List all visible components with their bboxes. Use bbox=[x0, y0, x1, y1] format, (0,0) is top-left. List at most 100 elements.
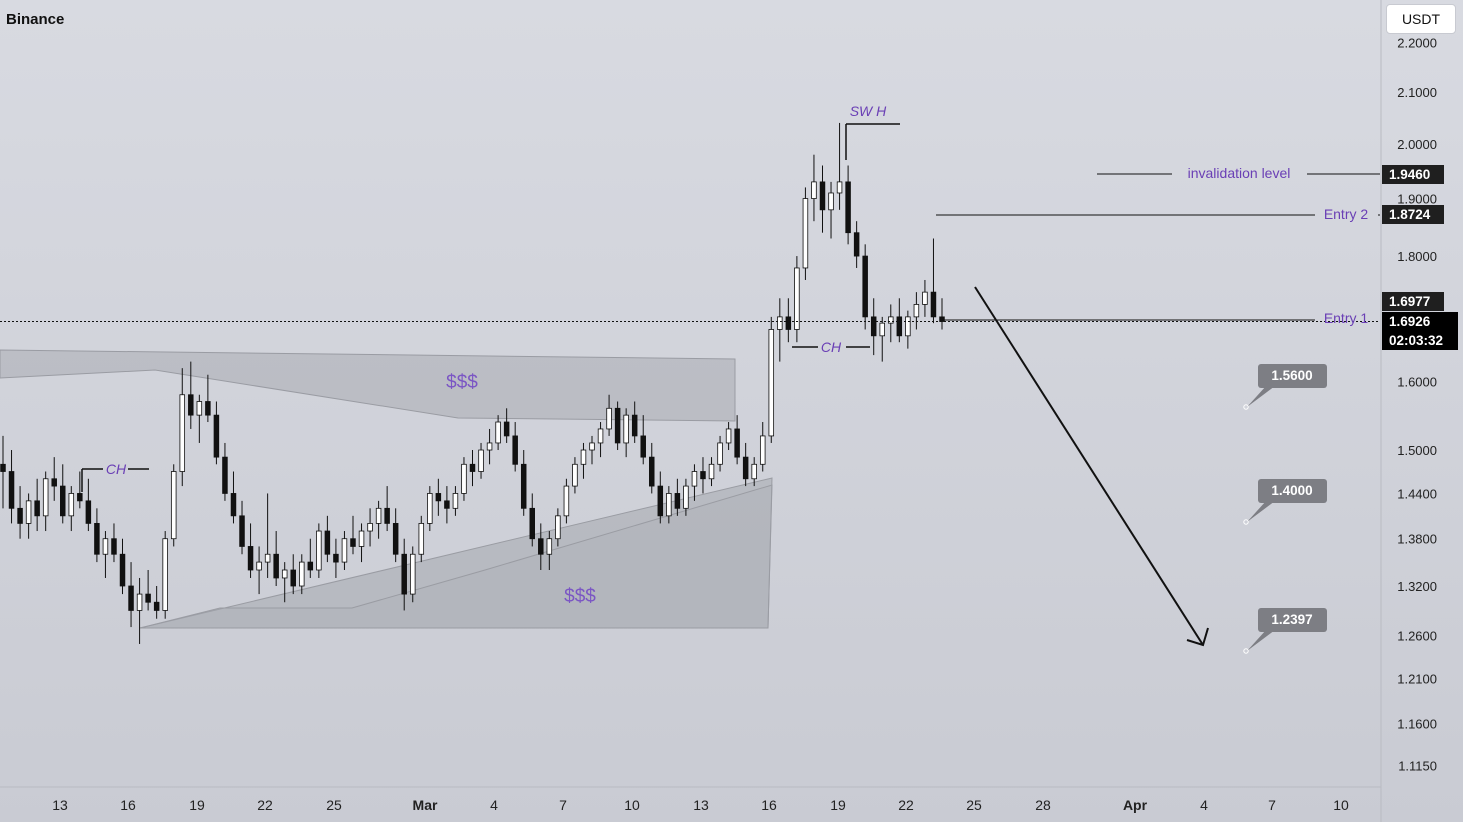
callout-box bbox=[1258, 364, 1327, 388]
candle bbox=[94, 508, 100, 563]
candle-body bbox=[759, 435, 766, 465]
candle bbox=[563, 478, 570, 524]
candle bbox=[316, 523, 322, 578]
candle-body bbox=[77, 493, 83, 502]
candle bbox=[759, 422, 766, 472]
candle bbox=[358, 523, 365, 563]
candle-body bbox=[341, 538, 348, 563]
candle bbox=[256, 546, 262, 595]
candle bbox=[51, 457, 57, 501]
currency-button[interactable]: USDT bbox=[1386, 4, 1456, 34]
candle-body bbox=[930, 291, 937, 318]
candle bbox=[495, 415, 501, 451]
invalidation-label: invalidation level bbox=[1188, 165, 1291, 181]
candle-body bbox=[853, 232, 860, 257]
candle bbox=[85, 478, 92, 532]
target-callout[interactable]: 1.5600 bbox=[1243, 364, 1327, 410]
candle-body bbox=[273, 553, 279, 579]
candle bbox=[375, 500, 382, 539]
price-tick: 1.2600 bbox=[1397, 628, 1437, 643]
candle bbox=[589, 435, 595, 465]
candle bbox=[341, 531, 348, 571]
candle bbox=[888, 304, 894, 343]
candle bbox=[657, 471, 664, 524]
candle-body bbox=[700, 471, 706, 480]
candle-body bbox=[555, 515, 561, 540]
candle-body bbox=[136, 593, 143, 611]
liquidity-bottom-label: $$$ bbox=[564, 586, 596, 607]
candle-body bbox=[913, 304, 920, 318]
candle bbox=[666, 486, 672, 524]
candle-body bbox=[623, 414, 629, 444]
time-tick: 13 bbox=[52, 797, 68, 813]
annotation-lines bbox=[0, 123, 1380, 647]
candle-body bbox=[691, 471, 698, 487]
target-callout[interactable]: 1.2397 bbox=[1243, 608, 1327, 654]
time-tick: 4 bbox=[490, 797, 498, 813]
candle bbox=[913, 292, 920, 330]
callout-pointer bbox=[1247, 499, 1275, 522]
target-callout[interactable]: 1.4000 bbox=[1243, 479, 1327, 525]
candle bbox=[77, 471, 83, 509]
candle-body bbox=[230, 493, 237, 517]
arrow-head bbox=[1186, 627, 1209, 647]
candle bbox=[179, 368, 186, 487]
candle bbox=[700, 457, 706, 494]
candle-body bbox=[384, 507, 390, 524]
candle bbox=[273, 531, 279, 586]
candle-body bbox=[401, 553, 407, 595]
candle bbox=[196, 394, 203, 443]
time-tick: 16 bbox=[761, 797, 777, 813]
candle-body bbox=[68, 493, 75, 517]
candle-body bbox=[170, 471, 177, 540]
candle-body bbox=[546, 538, 553, 555]
candle bbox=[555, 508, 561, 547]
target-price: 1.4000 bbox=[1271, 483, 1312, 498]
candle-body bbox=[42, 478, 49, 517]
candle-body bbox=[418, 523, 425, 555]
candle-body bbox=[8, 471, 15, 509]
ch-right-label: CH bbox=[821, 339, 842, 355]
candle-body bbox=[742, 456, 749, 480]
candle-body bbox=[478, 449, 484, 472]
price-tick: 1.5000 bbox=[1397, 443, 1437, 458]
candle bbox=[794, 256, 800, 343]
price-label: 1.9460 bbox=[1389, 167, 1430, 182]
candle-body bbox=[119, 553, 126, 587]
candle bbox=[119, 538, 126, 595]
lower-zone-outline bbox=[139, 484, 773, 629]
callout-anchor bbox=[1243, 404, 1249, 410]
candle-body bbox=[939, 316, 945, 322]
candle-body bbox=[614, 407, 621, 444]
price-labels: 1.9460 1.8724 1.6977 1.6926 02:03:32 bbox=[1382, 165, 1458, 350]
candle bbox=[213, 401, 220, 465]
candle bbox=[478, 442, 484, 479]
candle-body bbox=[879, 322, 885, 337]
candle bbox=[572, 457, 578, 494]
candle bbox=[905, 310, 911, 349]
candle bbox=[768, 316, 775, 443]
candle bbox=[367, 508, 373, 547]
candle-body bbox=[290, 569, 296, 587]
candle-body bbox=[725, 428, 732, 444]
candle-body bbox=[580, 449, 587, 465]
candle-body bbox=[640, 435, 646, 458]
candle-body bbox=[845, 181, 851, 234]
candle bbox=[512, 422, 518, 472]
time-tick: Mar bbox=[413, 797, 438, 813]
callout-box bbox=[1258, 479, 1327, 503]
candle-body bbox=[153, 601, 160, 611]
callout-pointer bbox=[1247, 384, 1275, 407]
candle bbox=[751, 457, 757, 487]
price-tick: 2.0000 bbox=[1397, 137, 1437, 152]
time-tick: 22 bbox=[257, 797, 273, 813]
projection-arrow[interactable] bbox=[974, 286, 1204, 646]
price-label-bg bbox=[1382, 331, 1458, 350]
time-tick: 7 bbox=[1268, 797, 1276, 813]
candle bbox=[247, 523, 254, 578]
candle-body bbox=[520, 463, 527, 509]
candle-body bbox=[333, 553, 339, 563]
candle-body bbox=[205, 401, 211, 416]
